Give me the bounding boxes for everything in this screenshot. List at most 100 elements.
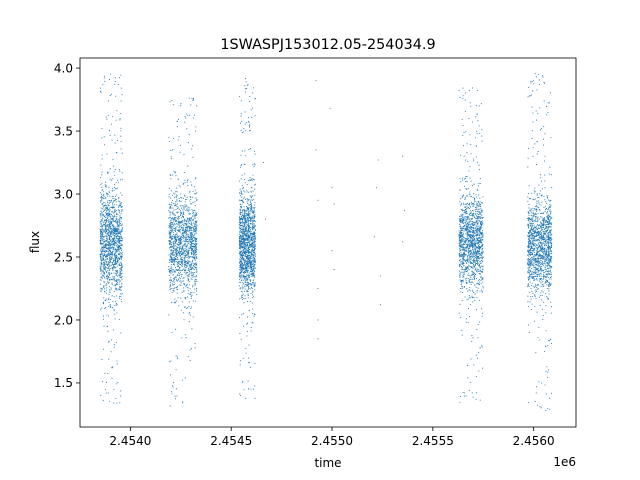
- season-data-point: [239, 247, 241, 249]
- season-data-point: [239, 262, 241, 264]
- season-data-point: [466, 220, 468, 222]
- season-data-point: [190, 233, 192, 235]
- season-data-point: [195, 238, 197, 240]
- season-data-point: [111, 190, 113, 192]
- season-data-point: [185, 237, 187, 239]
- season-data-point: [183, 258, 185, 260]
- season-data-point: [116, 228, 118, 230]
- season-data-point: [105, 284, 107, 286]
- season-data-point: [112, 237, 114, 239]
- season-data-point: [249, 201, 252, 204]
- season-data-point: [114, 239, 116, 241]
- season-data-point: [100, 256, 102, 258]
- season-data-point: [181, 251, 183, 253]
- season-data-point: [181, 273, 183, 276]
- season-data-point: [118, 77, 120, 79]
- season-data-point: [177, 247, 179, 249]
- season-data-point: [246, 289, 248, 291]
- season-data-point: [177, 269, 179, 271]
- season-data-point: [249, 180, 251, 182]
- season-data-point: [106, 118, 108, 120]
- season-data-point: [195, 226, 197, 228]
- season-data-point: [119, 217, 121, 219]
- season-data-point: [184, 182, 186, 184]
- season-data-point: [112, 233, 114, 235]
- season-data-point: [184, 247, 186, 249]
- season-data-point: [108, 244, 110, 246]
- season-data-point: [188, 260, 190, 262]
- season-data-point: [253, 269, 255, 271]
- season-data-point: [243, 206, 245, 208]
- season-data-point: [117, 229, 119, 231]
- season-data-point: [188, 268, 190, 270]
- season-data-point: [195, 214, 198, 216]
- season-data-point: [188, 313, 190, 315]
- season-data-point: [174, 270, 176, 272]
- season-data-point: [114, 197, 116, 199]
- season-data-point: [104, 221, 106, 223]
- season-data-point: [105, 184, 107, 186]
- season-data-point: [115, 304, 117, 306]
- season-data-point: [114, 256, 116, 258]
- season-data-point: [191, 275, 193, 277]
- season-data-point: [111, 241, 113, 243]
- season-data-point: [101, 158, 103, 160]
- season-data-point: [108, 129, 110, 132]
- season-data-point: [103, 251, 105, 253]
- season-data-point: [190, 236, 192, 238]
- season-data-point: [113, 308, 115, 310]
- season-data-point: [108, 233, 110, 235]
- season-data-point: [116, 221, 118, 223]
- season-data-point: [186, 198, 188, 201]
- season-data-point: [99, 266, 101, 268]
- season-data-point: [195, 264, 197, 266]
- season-data-point: [120, 249, 123, 251]
- season-data-point: [245, 268, 247, 270]
- season-data-point: [469, 210, 471, 212]
- season-data-point: [171, 174, 173, 176]
- season-data-point: [195, 193, 197, 195]
- season-data-point: [185, 238, 187, 240]
- season-data-point: [114, 208, 116, 210]
- season-data-point: [186, 275, 188, 277]
- season-data-point: [182, 277, 184, 279]
- season-data-point: [110, 232, 113, 234]
- season-data-point: [459, 303, 461, 305]
- season-data-point: [178, 241, 180, 243]
- season-data-point: [245, 352, 247, 354]
- season-data-point: [254, 267, 256, 269]
- season-data-point: [241, 196, 243, 198]
- season-data-point: [111, 228, 113, 230]
- season-data-point: [244, 123, 246, 125]
- season-data-point: [196, 249, 198, 251]
- season-data-point: [108, 190, 110, 192]
- season-data-point: [119, 202, 121, 204]
- season-data-point: [175, 233, 177, 235]
- season-data-point: [118, 224, 120, 226]
- season-data-point: [109, 256, 111, 258]
- season-data-point: [475, 224, 477, 226]
- season-data-point: [245, 264, 247, 266]
- season-data-point: [175, 253, 177, 255]
- season-data-point: [183, 218, 185, 220]
- season-data-point: [111, 139, 113, 141]
- season-data-point: [466, 143, 468, 145]
- season-data-point: [181, 265, 183, 267]
- season-data-point: [254, 255, 256, 257]
- season-data-point: [468, 170, 470, 172]
- season-data-point: [461, 260, 463, 262]
- season-data-point: [185, 206, 187, 208]
- season-data-point: [191, 294, 193, 296]
- season-data-point: [182, 207, 185, 209]
- season-data-point: [120, 220, 122, 223]
- season-data-point: [186, 253, 188, 255]
- season-data-point: [246, 219, 248, 221]
- season-data-point: [178, 240, 180, 242]
- season-data-point: [182, 205, 184, 207]
- season-data-point: [241, 224, 244, 226]
- season-data-point: [108, 209, 110, 211]
- season-data-point: [106, 250, 108, 252]
- season-data-point: [108, 272, 110, 274]
- season-data-point: [251, 245, 254, 247]
- season-data-point: [181, 301, 183, 303]
